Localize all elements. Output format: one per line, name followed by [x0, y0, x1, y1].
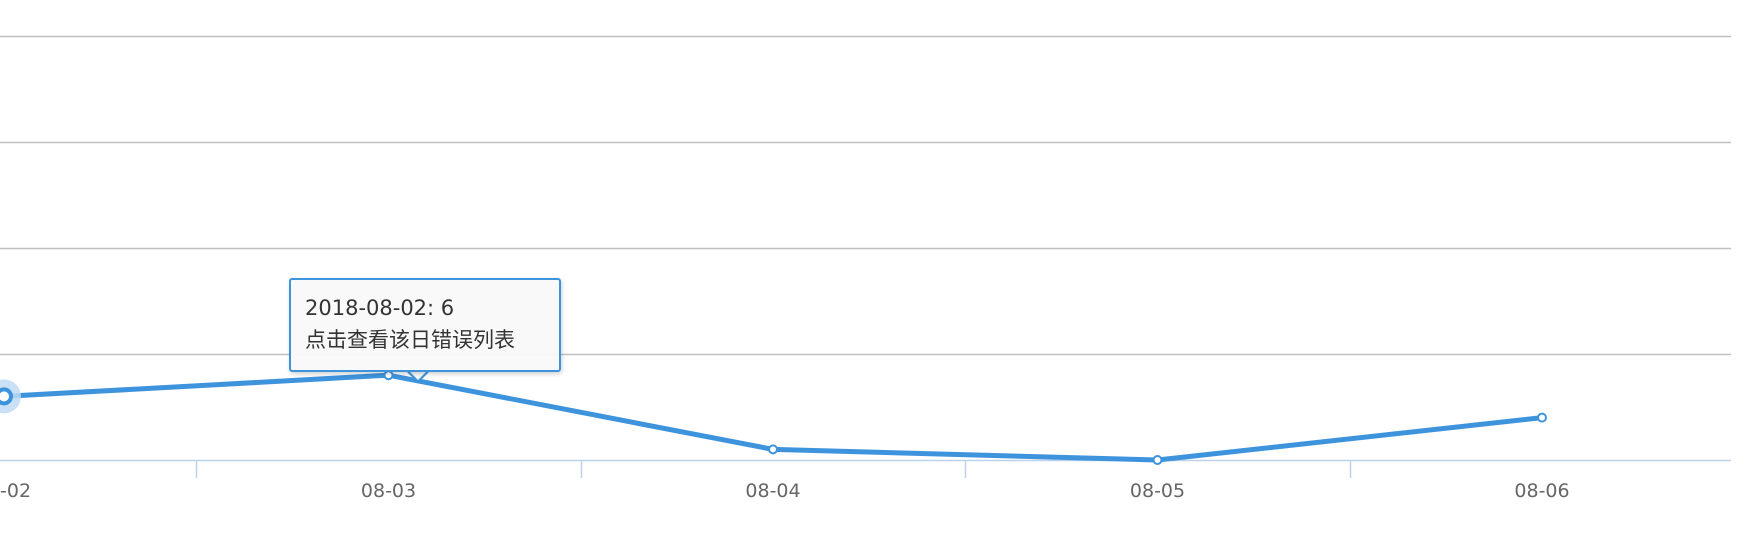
x-tick-labels: -02 08-03 08-04 08-05 08-06	[0, 480, 1570, 502]
chart-tooltip[interactable]: 2018-08-02: 6 点击查看该日错误列表	[289, 278, 561, 372]
x-tick-label: 08-03	[361, 480, 416, 502]
x-tick-label: 08-04	[745, 480, 800, 502]
grid-lines	[0, 35, 1731, 356]
x-tick-label: -02	[0, 480, 31, 502]
x-tick-label: 08-05	[1130, 480, 1185, 502]
x-axis	[0, 459, 1731, 478]
data-point[interactable]	[768, 444, 778, 455]
data-point-highlighted[interactable]	[0, 387, 13, 406]
tooltip-arrow-fill	[407, 369, 429, 380]
data-points[interactable]	[0, 370, 1547, 465]
data-point[interactable]	[1152, 455, 1163, 465]
x-tick-label: 08-06	[1514, 480, 1569, 502]
data-point[interactable]	[383, 370, 394, 381]
tooltip-link-text[interactable]: 点击查看该日错误列表	[305, 328, 515, 352]
data-point[interactable]	[1537, 412, 1547, 423]
tooltip-value: 2018-08-02: 6	[305, 296, 455, 320]
